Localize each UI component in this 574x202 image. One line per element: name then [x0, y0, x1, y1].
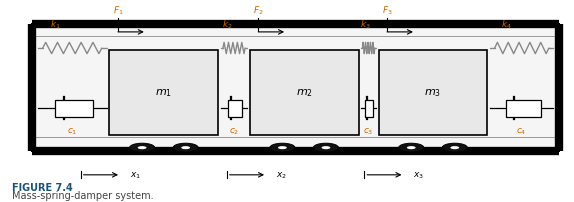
Text: $c_3$: $c_3$: [363, 126, 374, 136]
Bar: [250, 51, 359, 135]
Circle shape: [181, 146, 190, 149]
Circle shape: [173, 143, 198, 152]
Text: $m_1$: $m_1$: [156, 87, 172, 99]
Text: Mass-spring-damper system.: Mass-spring-damper system.: [12, 190, 154, 200]
Circle shape: [399, 143, 424, 152]
Circle shape: [130, 143, 155, 152]
Circle shape: [278, 146, 287, 149]
Text: $k_4$: $k_4$: [501, 18, 511, 31]
Circle shape: [407, 146, 416, 149]
Bar: [379, 51, 487, 135]
Text: $x_1$: $x_1$: [130, 170, 141, 180]
Circle shape: [442, 143, 467, 152]
Text: $F_1$: $F_1$: [113, 4, 123, 17]
Text: $F_3$: $F_3$: [382, 4, 393, 17]
Text: $c_1$: $c_1$: [67, 126, 77, 136]
Text: $m_2$: $m_2$: [296, 87, 313, 99]
Circle shape: [321, 146, 331, 149]
Circle shape: [270, 143, 295, 152]
Bar: [32, 25, 559, 151]
Circle shape: [451, 146, 459, 149]
Text: $x_3$: $x_3$: [413, 170, 424, 180]
Circle shape: [313, 143, 339, 152]
Text: $m_3$: $m_3$: [424, 87, 441, 99]
Text: $c_2$: $c_2$: [229, 126, 239, 136]
Circle shape: [138, 146, 146, 149]
Text: $k_3$: $k_3$: [360, 18, 370, 31]
Text: $k_1$: $k_1$: [50, 18, 60, 31]
Bar: [110, 51, 218, 135]
Text: $k_2$: $k_2$: [222, 18, 233, 31]
Text: $x_2$: $x_2$: [276, 170, 286, 180]
Bar: [55, 100, 93, 118]
Bar: [365, 100, 373, 118]
Text: FIGURE 7.4: FIGURE 7.4: [12, 182, 73, 192]
Text: $F_2$: $F_2$: [253, 4, 263, 17]
Bar: [228, 100, 242, 118]
Text: $c_4$: $c_4$: [517, 126, 527, 136]
Bar: [506, 100, 541, 118]
